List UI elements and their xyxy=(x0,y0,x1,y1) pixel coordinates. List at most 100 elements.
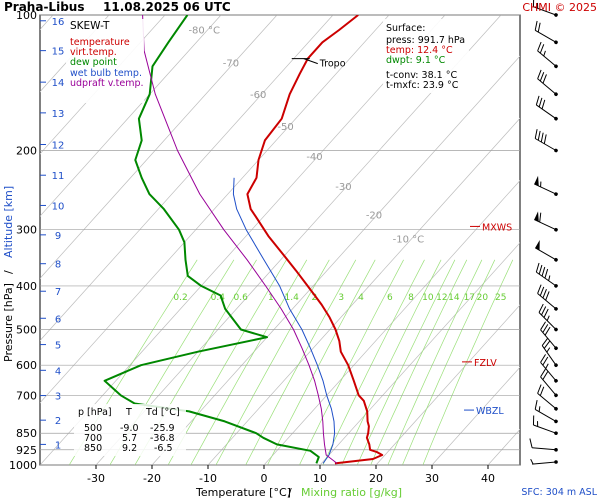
barb-shaft xyxy=(534,219,557,231)
altitude-tick-label: 15 xyxy=(52,47,65,58)
y-axis-label: Pressure [hPa] xyxy=(2,283,15,362)
barb-pennant xyxy=(534,211,539,222)
mxws-label: MXWS xyxy=(482,222,512,233)
temperature-tick-label: -30 xyxy=(87,472,105,485)
isotherm-label: -10 °C xyxy=(393,234,425,245)
barb-dot xyxy=(554,92,558,96)
barb-dot xyxy=(554,447,558,452)
barb-dot xyxy=(554,406,558,411)
barb-shaft xyxy=(536,271,557,287)
isotherm-label: -30 xyxy=(335,182,351,193)
barb-half-flag xyxy=(545,363,549,369)
legend-virt-temp: virt.temp. xyxy=(70,47,117,58)
barb-dot xyxy=(554,327,558,332)
temperature-tick-label: 40 xyxy=(481,472,495,485)
isotherm-line xyxy=(319,242,520,465)
mixing-ratio-label: 4 xyxy=(358,293,364,303)
barb-flag xyxy=(540,132,544,143)
temperature-tick-label: 30 xyxy=(425,472,439,485)
barb-pennant xyxy=(535,240,540,251)
barb-flag xyxy=(542,371,549,380)
tropopause-label: Tropo xyxy=(319,59,346,70)
wind-barb xyxy=(535,262,558,288)
temperature-tick-labels: -30 -20 -10 0 10 20 30 40 xyxy=(87,465,495,485)
altitude-tick-label: 3 xyxy=(55,392,61,403)
isotherm-label: -50 xyxy=(277,122,293,133)
altitude-tick-label: 10 xyxy=(52,201,65,212)
legend: SKEW-T temperature virt.temp. dew point … xyxy=(66,19,144,103)
mixing-ratio-line xyxy=(402,259,496,465)
isotherm-line xyxy=(207,117,520,465)
table-cell: 500 xyxy=(84,423,102,434)
barb-shaft xyxy=(540,329,557,349)
y-axis-label-altitude: Altitude [km] xyxy=(2,186,15,258)
barb-shaft xyxy=(541,345,557,366)
isotherm-line xyxy=(151,55,520,465)
temperature-tick-label: 10 xyxy=(313,472,327,485)
legend-title: SKEW-T xyxy=(70,20,110,32)
barb-half-flag xyxy=(537,2,539,9)
altitude-tick-label: 6 xyxy=(55,314,61,325)
isotherm-line xyxy=(544,15,600,465)
barb-flag xyxy=(538,303,544,313)
pressure-tick-labels: 100 200 300 400 500 600 700 850 925 1000 xyxy=(9,9,37,472)
barb-flag xyxy=(544,268,549,279)
sounding-datetime: 11.08.2025 06 UTC xyxy=(103,0,231,14)
barb-dot xyxy=(554,284,558,288)
barb-flag xyxy=(532,415,535,426)
wind-barb xyxy=(534,211,558,232)
barb-shaft xyxy=(537,293,557,310)
wind-barbs xyxy=(529,0,558,465)
barb-dot xyxy=(554,378,558,383)
mixing-ratio-label: 1 xyxy=(268,293,274,303)
barb-shaft xyxy=(534,183,557,195)
barb-dot xyxy=(554,257,558,262)
mixing-ratio-line xyxy=(299,259,404,465)
wind-barb xyxy=(534,240,558,262)
table-cell: -9.0 xyxy=(120,423,139,434)
barb-flag xyxy=(539,286,545,296)
table-cell: 9.2 xyxy=(122,443,137,454)
wind-barb xyxy=(540,368,558,398)
tropopause-pointer xyxy=(303,58,318,65)
barb-flag xyxy=(534,129,538,139)
legend-wet-bulb: wet bulb temp. xyxy=(70,68,142,79)
wind-barb xyxy=(540,321,558,351)
barb-flag xyxy=(538,97,543,108)
table-cell: -6.5 xyxy=(154,443,173,454)
mixing-ratio-line xyxy=(341,259,442,465)
table-cell: 700 xyxy=(84,433,102,444)
wind-barb xyxy=(534,175,558,196)
station-name: Praha-Libus xyxy=(4,0,84,14)
barb-flag xyxy=(535,262,540,273)
mixing-ratio-line xyxy=(387,259,483,465)
barb-flag xyxy=(539,72,545,82)
mixing-ratio-label: 12 xyxy=(436,293,447,303)
temperature-tick-label: 0 xyxy=(261,472,268,485)
pressure-tick-label: 925 xyxy=(16,444,37,457)
altitude-tick-label: 7 xyxy=(55,287,61,298)
barb-flag xyxy=(538,264,543,275)
table-cell: 850 xyxy=(84,443,102,454)
table-header-t: T xyxy=(125,407,132,418)
barb-flag xyxy=(534,20,538,31)
level-markers: MXWS FZLV WBZL Tropo xyxy=(291,58,512,417)
isotherm-line xyxy=(375,304,520,465)
barb-flag xyxy=(537,22,541,33)
wind-barb xyxy=(529,438,558,452)
barb-shaft xyxy=(534,29,557,43)
isotherm-line xyxy=(40,15,110,93)
temperature-tick-label: -10 xyxy=(199,472,217,485)
surface-temp: temp: 12.4 °C xyxy=(386,45,453,56)
barb-dot xyxy=(554,227,558,232)
mixing-ratio-label: 2 xyxy=(312,293,318,303)
barb-dot xyxy=(554,192,558,196)
table-cell: 5.7 xyxy=(122,433,137,444)
mixing-ratio-line xyxy=(370,259,468,465)
mixing-ratio-label: 0.2 xyxy=(173,293,187,303)
surface-dwpt: dwpt: 9.1 °C xyxy=(386,55,446,66)
barb-flag xyxy=(529,438,533,448)
mixing-ratio-line xyxy=(356,259,456,465)
x-axis-separator: / xyxy=(288,486,292,499)
x-axis-label-mixing: Mixing ratio [g/kg] xyxy=(301,486,402,499)
